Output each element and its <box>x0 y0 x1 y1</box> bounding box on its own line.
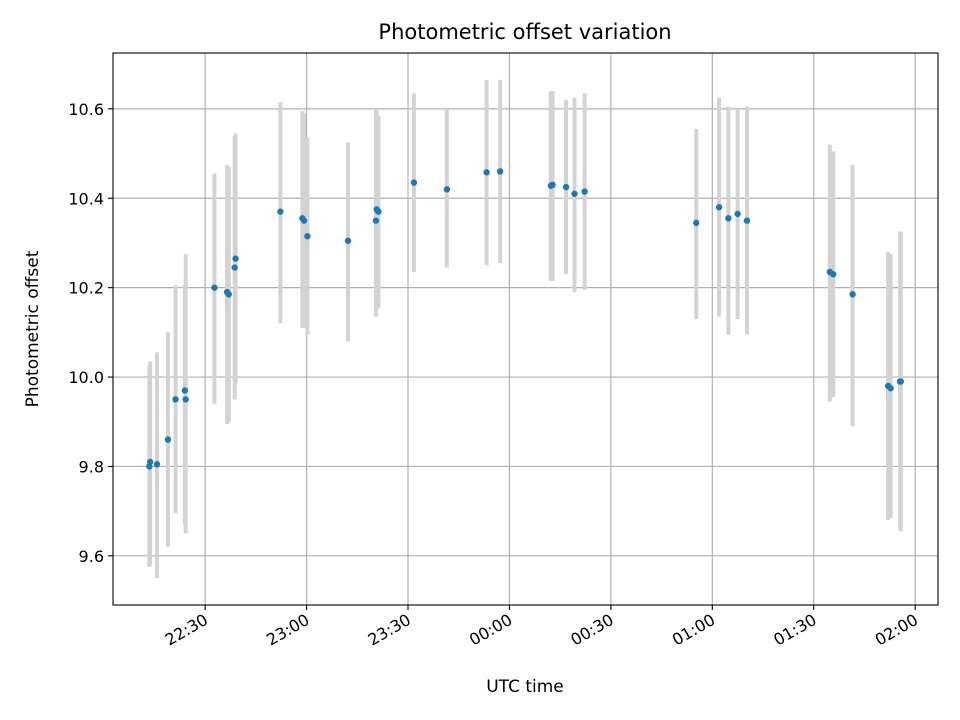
y-tick-label: 9.8 <box>79 457 104 476</box>
data-point <box>581 188 588 195</box>
data-point <box>887 385 894 392</box>
data-point <box>225 291 233 298</box>
chart-title: Photometric offset variation <box>378 20 671 44</box>
data-point <box>829 271 837 278</box>
axes-frame <box>112 52 939 606</box>
data-point <box>277 208 284 215</box>
data-point <box>182 396 189 403</box>
data-point <box>231 264 238 271</box>
data-point <box>304 233 311 240</box>
data-point <box>372 217 380 224</box>
data-point <box>172 396 179 403</box>
data-point <box>181 387 189 394</box>
y-axis-label: Photometric offset <box>23 250 43 407</box>
data-point <box>211 284 218 291</box>
data-point <box>549 181 556 189</box>
y-tick-label: 10.4 <box>68 189 104 208</box>
data-point <box>897 378 905 385</box>
data-point <box>300 217 308 224</box>
data-point <box>743 217 751 224</box>
data-point <box>232 255 239 262</box>
data-point <box>496 168 504 175</box>
data-point <box>344 237 352 244</box>
data-point <box>715 204 723 211</box>
y-tick-label: 10.0 <box>68 368 104 387</box>
data-point <box>483 169 490 176</box>
data-point <box>153 461 161 468</box>
y-axis: 9.6 9.8 10.0 10.2 10.4 10.6 <box>68 100 113 566</box>
data-points <box>146 168 905 470</box>
data-point <box>693 219 700 227</box>
data-point <box>562 183 570 191</box>
y-tick-label: 10.2 <box>68 279 104 298</box>
data-point <box>734 210 741 218</box>
data-point <box>375 208 382 215</box>
y-tick-label: 10.6 <box>68 100 104 119</box>
data-point <box>849 291 856 298</box>
data-point <box>443 186 451 193</box>
y-tick-label: 9.6 <box>79 547 104 566</box>
data-point <box>410 179 418 186</box>
plot-area <box>113 53 938 605</box>
data-point <box>725 215 732 222</box>
data-point <box>146 458 154 466</box>
x-axis-label: UTC time <box>486 677 564 697</box>
data-point <box>164 436 172 443</box>
data-point <box>571 190 578 197</box>
